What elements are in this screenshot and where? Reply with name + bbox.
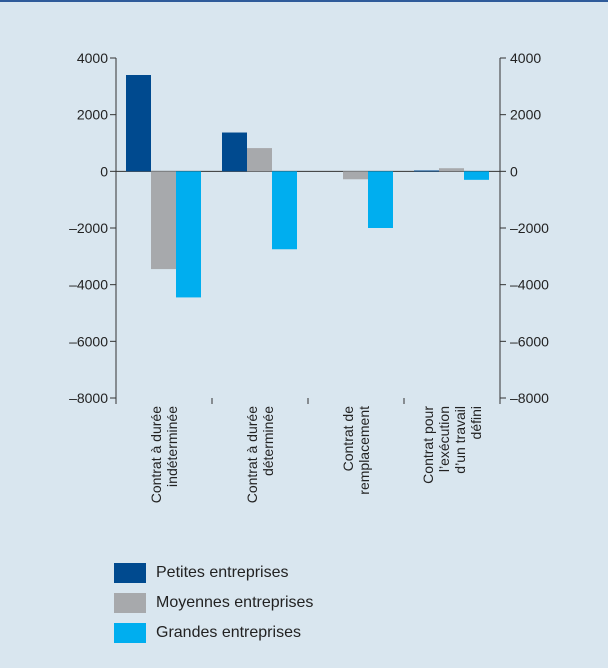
tick-labels: 4000 4000 2000 2000 0 0 –2000 –2000 –4000 –4000 –6… — [69, 50, 549, 406]
bar — [343, 171, 368, 180]
bars — [126, 75, 489, 298]
y-tick-label-right: 2000 — [510, 107, 541, 123]
legend-label: Grandes entreprises — [156, 624, 301, 641]
y-tick-label-right: –8000 — [510, 390, 549, 406]
legend: Petites entreprises Moyennes entreprises… — [114, 558, 313, 648]
legend-item-grandes: Grandes entreprises — [114, 618, 313, 648]
y-tick-label-right: –4000 — [510, 277, 549, 293]
y-tick-label-left: –6000 — [69, 333, 108, 349]
category-label: Contrat pour l’exécution d’un travail défin… — [420, 406, 484, 484]
legend-swatch — [114, 593, 146, 613]
legend-swatch — [114, 563, 146, 583]
category-label-line: indéterminée — [164, 406, 180, 487]
y-tick-label-right: 0 — [510, 163, 518, 179]
legend-label: Petites entreprises — [156, 564, 289, 581]
y-tick-label-left: 0 — [100, 163, 108, 179]
category-label-line: d’un travail — [452, 406, 468, 474]
category-label-line: remplacement — [356, 406, 372, 495]
bar — [272, 171, 297, 250]
category-label-line: Contrat à durée — [244, 406, 260, 503]
category-label: Contrat à durée déterminée — [244, 406, 276, 504]
y-tick-label-left: 4000 — [77, 50, 108, 66]
category-label-line: Contrat de — [340, 406, 356, 472]
legend-item-petites: Petites entreprises — [114, 558, 313, 588]
category-label-line: déterminée — [260, 406, 276, 476]
bar — [439, 168, 464, 172]
legend-item-moyennes: Moyennes entreprises — [114, 588, 313, 618]
y-tick-label-right: 4000 — [510, 50, 541, 66]
category-label: Contrat à durée indéterminée — [148, 406, 180, 504]
category-labels: Contrat à durée indéterminée Contrat à dur… — [148, 406, 484, 504]
bar — [414, 170, 439, 172]
bar — [151, 171, 176, 270]
bar — [126, 75, 151, 172]
y-tick-label-left: –2000 — [69, 220, 108, 236]
category-label-line: l’exécution — [436, 406, 452, 472]
y-tick-label-left: 2000 — [77, 107, 108, 123]
category-label: Contrat de remplacement — [340, 406, 372, 495]
bar — [368, 171, 393, 228]
y-tick-label-right: –2000 — [510, 220, 549, 236]
category-label-line: défini — [468, 406, 484, 439]
legend-label: Moyennes entreprises — [156, 594, 314, 611]
legend-swatch — [114, 623, 146, 643]
bar — [464, 171, 489, 180]
bar — [176, 171, 201, 298]
bar — [247, 148, 272, 172]
y-tick-label-left: –8000 — [69, 390, 108, 406]
category-label-line: Contrat à durée — [148, 406, 164, 503]
category-label-line: Contrat pour — [420, 406, 436, 484]
y-tick-label-left: –4000 — [69, 277, 108, 293]
bar — [222, 132, 247, 172]
y-tick-label-right: –6000 — [510, 333, 549, 349]
